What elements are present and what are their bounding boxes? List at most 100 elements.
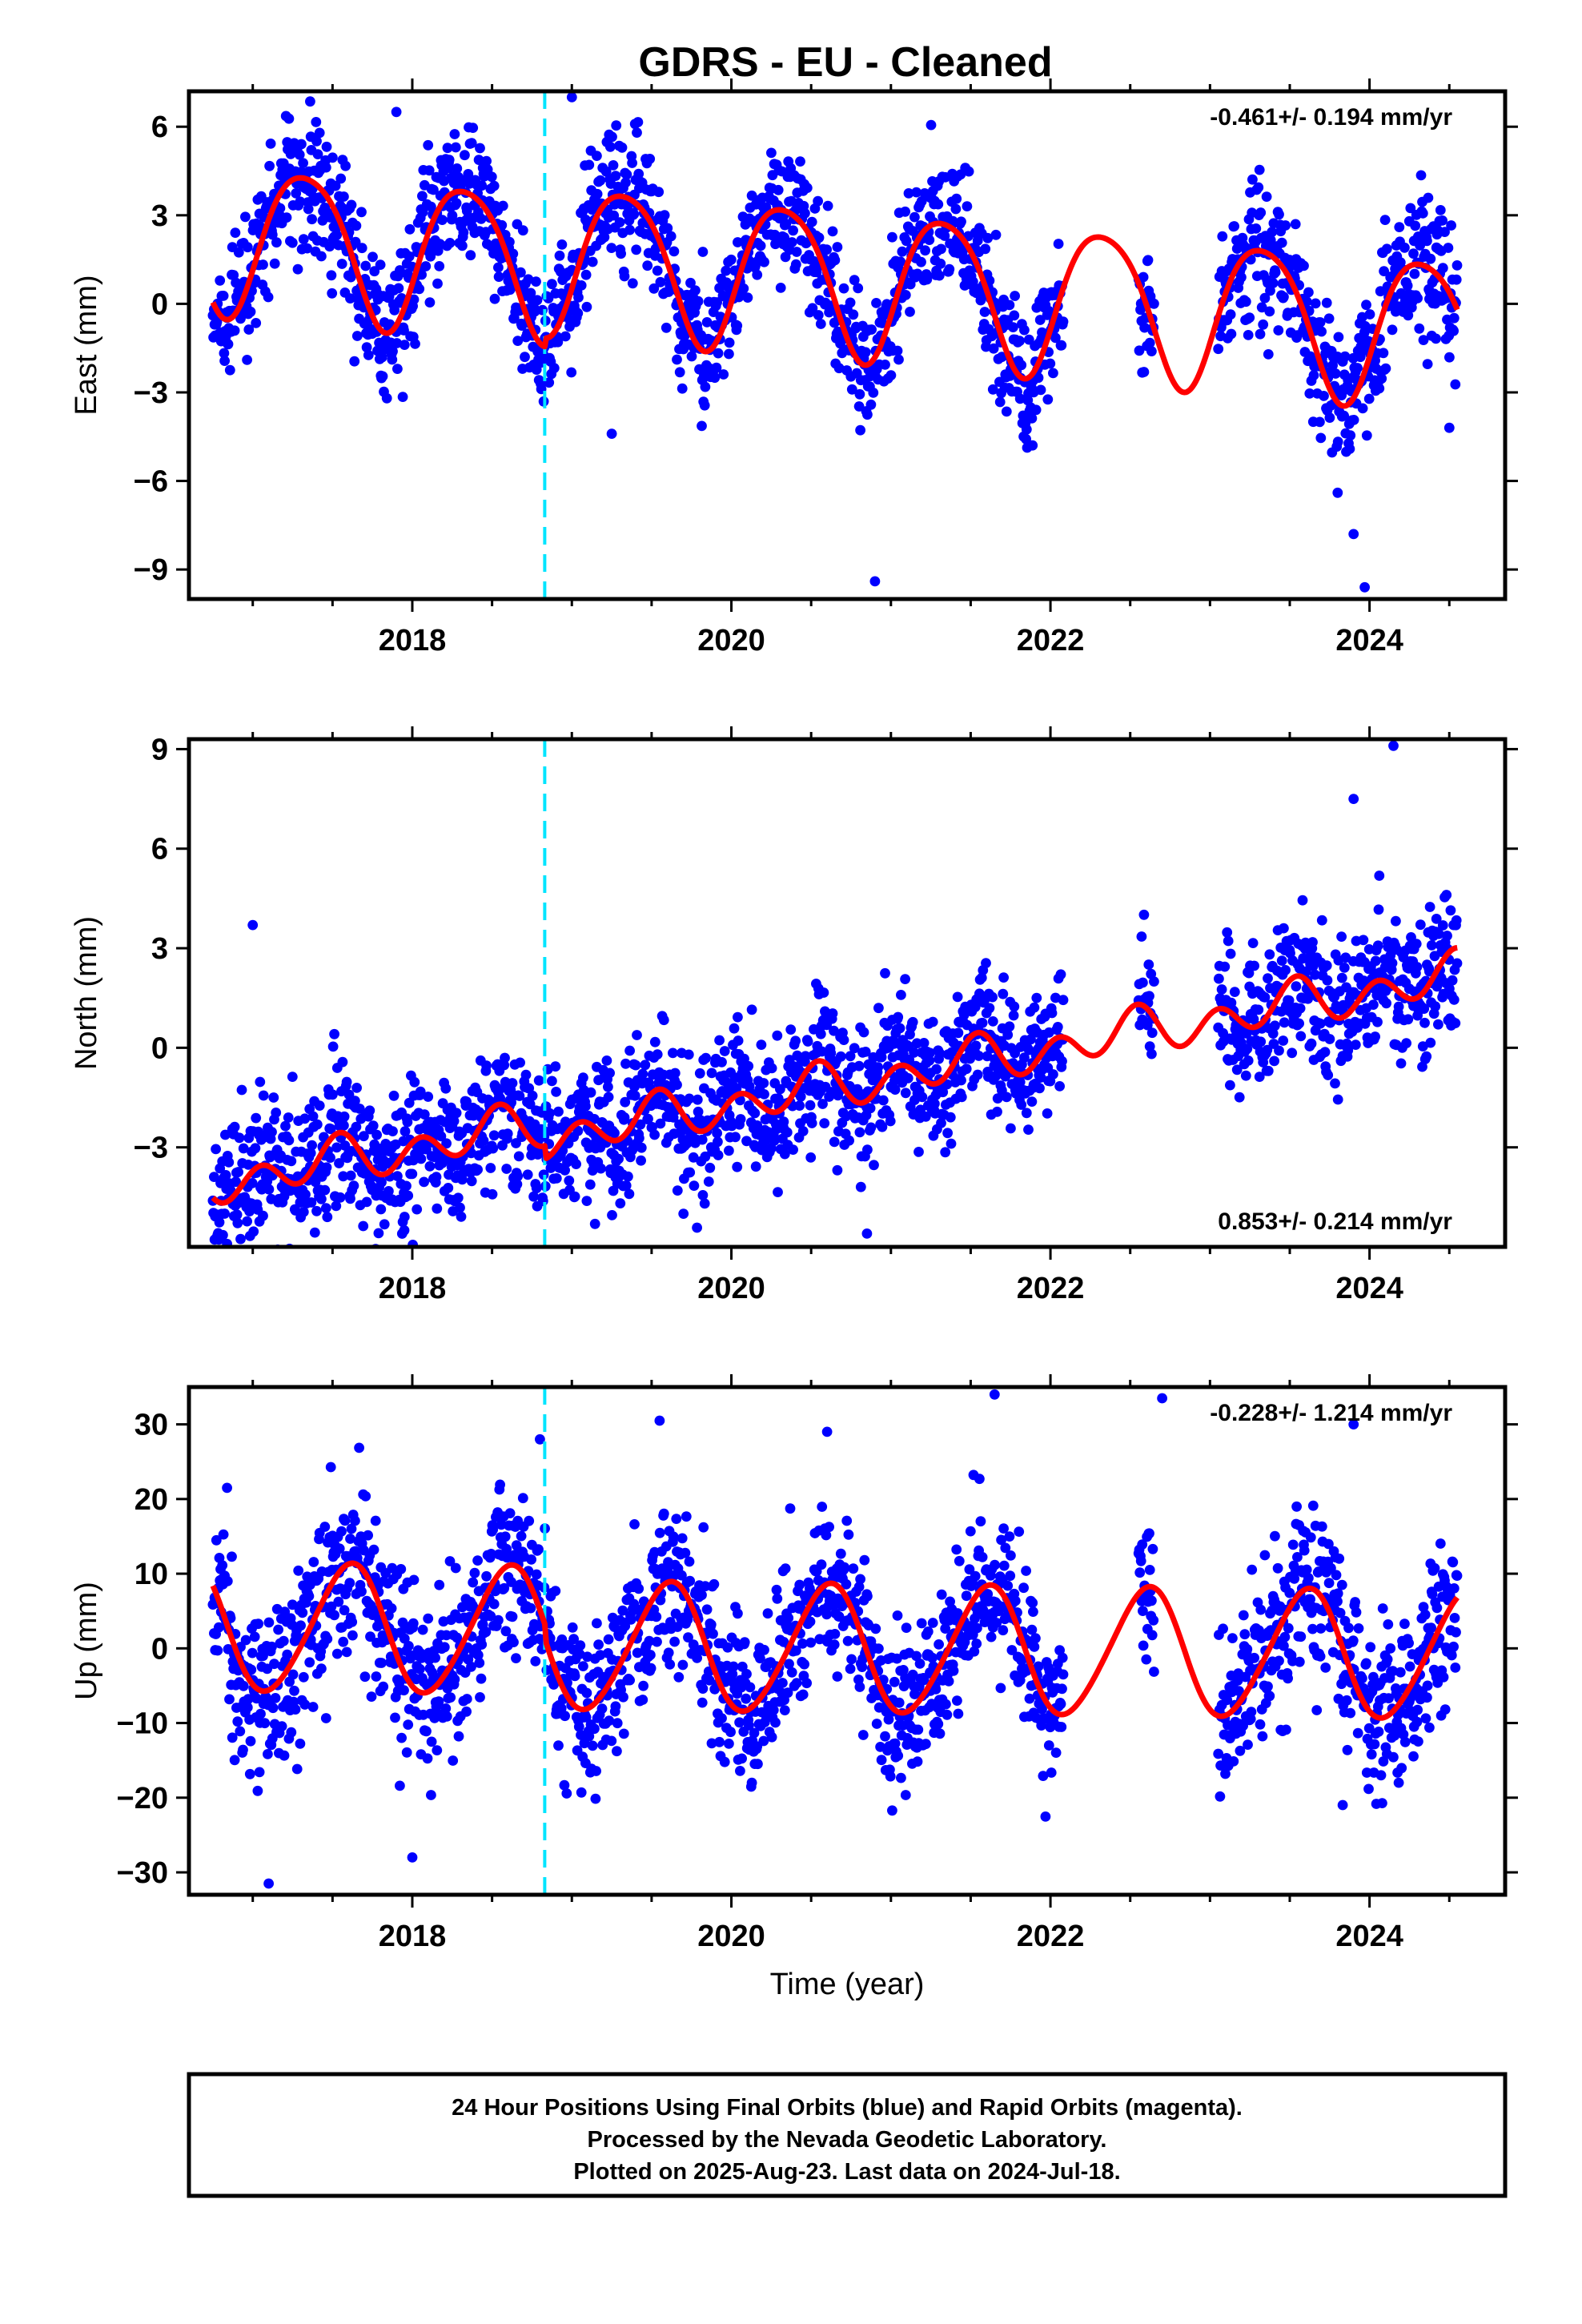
data-point	[799, 1659, 809, 1670]
data-point	[248, 1226, 259, 1237]
data-point	[699, 1198, 710, 1209]
data-point	[697, 1683, 709, 1695]
y-tick-label: −6	[134, 465, 168, 499]
data-point	[580, 1101, 591, 1112]
data-point	[461, 206, 472, 216]
data-point	[1004, 1021, 1015, 1032]
data-point	[389, 304, 400, 316]
data-point	[410, 339, 420, 349]
data-point	[396, 1732, 407, 1743]
data-point	[1319, 1047, 1331, 1058]
data-point	[524, 1515, 535, 1526]
data-point	[468, 1577, 479, 1588]
data-point	[1050, 992, 1061, 1003]
data-point	[950, 203, 962, 215]
data-point	[236, 1084, 247, 1096]
data-point	[734, 1717, 745, 1728]
data-point	[880, 967, 890, 979]
data-point	[550, 1586, 561, 1596]
data-point	[921, 1111, 931, 1122]
data-point	[415, 1663, 425, 1675]
data-point	[338, 1636, 349, 1647]
data-point	[560, 331, 571, 342]
data-point	[1258, 319, 1269, 330]
data-point	[755, 240, 766, 251]
data-point	[624, 224, 635, 235]
data-point	[636, 1142, 647, 1153]
data-point	[1411, 939, 1422, 949]
data-point	[1023, 1124, 1034, 1135]
data-point	[320, 162, 331, 173]
data-point	[298, 234, 309, 245]
data-point	[1270, 267, 1281, 278]
data-point	[371, 1671, 382, 1682]
data-point	[360, 260, 371, 271]
data-point	[1373, 904, 1384, 915]
data-point	[1376, 373, 1387, 384]
data-point	[766, 147, 777, 159]
data-point	[476, 214, 487, 224]
data-point	[935, 258, 946, 269]
data-point	[976, 972, 987, 983]
data-point	[821, 1530, 832, 1541]
data-point	[1310, 298, 1321, 309]
data-point	[243, 324, 255, 335]
data-point	[1008, 1010, 1019, 1021]
data-point	[307, 214, 317, 225]
data-point	[644, 1635, 655, 1647]
data-point	[762, 1608, 773, 1619]
data-point	[614, 217, 625, 227]
data-point	[311, 117, 322, 127]
data-point	[1264, 306, 1275, 317]
data-point	[881, 299, 893, 310]
data-point	[512, 1179, 523, 1190]
data-point	[367, 251, 378, 263]
x-tick-label: 2018	[379, 1272, 447, 1305]
data-point	[345, 293, 355, 304]
data-point	[1303, 990, 1315, 1001]
data-point	[855, 424, 865, 436]
data-point	[930, 1098, 940, 1109]
data-point	[493, 262, 504, 273]
data-point	[1213, 344, 1224, 355]
data-point	[218, 291, 229, 301]
data-point	[544, 377, 555, 388]
data-point	[1315, 317, 1326, 328]
data-point	[453, 1731, 464, 1742]
data-point	[925, 1047, 935, 1059]
data-point	[1417, 1061, 1427, 1072]
data-point	[1214, 973, 1224, 984]
data-point	[918, 1038, 930, 1048]
data-point	[733, 1011, 743, 1023]
data-point	[356, 1586, 367, 1597]
data-point	[457, 1602, 468, 1613]
data-point	[338, 1171, 349, 1182]
outlier-point	[1388, 740, 1399, 751]
data-point	[1031, 992, 1042, 1003]
data-point	[271, 237, 282, 248]
data-point	[451, 198, 462, 209]
data-point	[784, 1659, 794, 1670]
data-point	[388, 1090, 400, 1101]
data-point	[758, 1735, 769, 1747]
data-point	[359, 1671, 371, 1683]
data-point	[726, 1120, 737, 1132]
data-point	[560, 1711, 570, 1722]
data-point	[956, 1092, 967, 1103]
data-point	[987, 1016, 998, 1027]
data-point	[233, 1167, 243, 1177]
data-point	[645, 1663, 656, 1674]
data-point	[580, 1711, 592, 1723]
data-point	[640, 1059, 651, 1071]
data-point	[232, 1217, 243, 1228]
data-point	[1035, 1072, 1046, 1083]
data-point	[425, 251, 436, 262]
data-point	[1016, 1100, 1027, 1110]
data-point	[308, 1557, 319, 1567]
data-point	[1242, 1043, 1253, 1054]
data-point	[893, 354, 904, 365]
data-point	[669, 1636, 680, 1647]
data-point	[224, 364, 235, 376]
data-point	[378, 1681, 389, 1692]
